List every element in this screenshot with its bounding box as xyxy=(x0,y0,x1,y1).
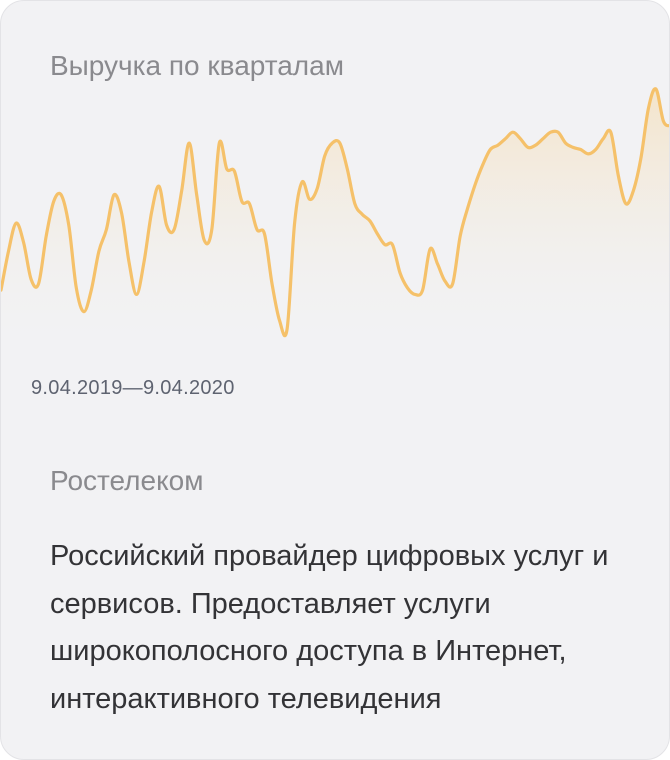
chart-title: Выручка по кварталам xyxy=(50,50,344,81)
chart-line xyxy=(1,87,669,338)
company-description: Российский провайдер цифровых услуг и се… xyxy=(50,540,609,715)
revenue-chart xyxy=(1,87,669,361)
chart-area xyxy=(1,88,669,361)
date-range: 9.04.2019—9.04.2020 xyxy=(31,377,235,399)
company-name: Ростелеком xyxy=(50,465,204,496)
